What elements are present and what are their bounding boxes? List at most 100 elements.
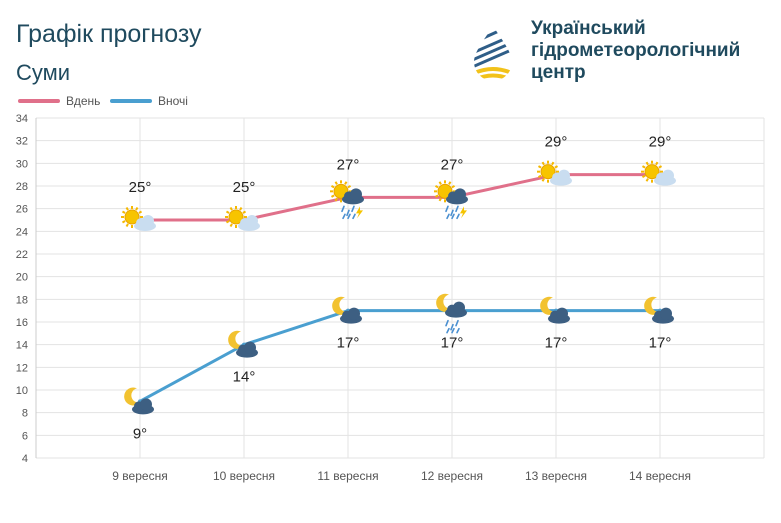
day-temp-label: 29° bbox=[649, 134, 672, 151]
legend-swatch bbox=[18, 99, 60, 103]
sun-ray bbox=[537, 174, 542, 179]
lightning-bolt bbox=[356, 206, 363, 219]
sun-ray bbox=[434, 194, 439, 198]
night-temp-label: 17° bbox=[441, 335, 464, 352]
sun-ray bbox=[641, 174, 646, 179]
sun-cloud-icon bbox=[641, 160, 676, 186]
rain-drop bbox=[456, 213, 460, 220]
legend-label: Вночі bbox=[158, 94, 188, 108]
rain-drop bbox=[450, 209, 454, 217]
night-temp-label: 9° bbox=[133, 425, 147, 442]
city-name: Суми bbox=[16, 60, 71, 85]
sun-ray bbox=[541, 161, 545, 166]
x-tick-label: 14 вересня bbox=[629, 469, 691, 483]
cloud-part bbox=[660, 307, 672, 320]
y-tick-label: 8 bbox=[22, 408, 28, 420]
night-temp-label: 17° bbox=[545, 335, 568, 352]
y-tick-label: 26 bbox=[16, 204, 28, 216]
water-drop-logo-icon bbox=[474, 26, 512, 81]
rain-drop bbox=[342, 213, 346, 220]
sun-ray bbox=[554, 165, 559, 169]
moon-rain-icon bbox=[436, 293, 467, 334]
sun-ray bbox=[434, 184, 439, 189]
organization-name: Український гідрометеорологічний центр bbox=[531, 18, 740, 84]
y-tick-label: 6 bbox=[22, 430, 28, 442]
x-tick-label: 12 вересня bbox=[421, 469, 483, 483]
moon-crescent bbox=[644, 296, 660, 315]
sun-ray bbox=[125, 223, 129, 228]
rain-drop bbox=[352, 213, 356, 220]
sun-ray bbox=[121, 210, 126, 214]
moon-cloud-icon bbox=[124, 387, 154, 415]
sun-ray bbox=[344, 181, 348, 185]
sun-ray bbox=[225, 220, 230, 224]
cloud-part bbox=[558, 169, 570, 182]
sun-ray bbox=[242, 210, 247, 214]
y-tick-label: 4 bbox=[22, 453, 28, 465]
sun-ray bbox=[330, 194, 335, 198]
rain-drop bbox=[446, 327, 450, 334]
sun-ray bbox=[334, 197, 338, 202]
sun-ray bbox=[645, 161, 649, 166]
cloud-part bbox=[142, 215, 154, 227]
rain-drop bbox=[346, 209, 350, 217]
sun-ray bbox=[448, 181, 452, 185]
y-tick-label: 10 bbox=[16, 385, 28, 397]
page-title: Графік прогнозу bbox=[16, 20, 202, 48]
sun-ray bbox=[658, 165, 663, 169]
night-temp-label: 14° bbox=[233, 369, 256, 386]
y-tick-label: 20 bbox=[16, 272, 28, 284]
x-tick-label: 10 вересня bbox=[213, 469, 275, 483]
night-temp-label: 17° bbox=[337, 335, 360, 352]
x-tick-label: 13 вересня bbox=[525, 469, 587, 483]
grid: 4 6 8 10 12 14 16 18 20 22 24 26 28 30 32 34 bbox=[16, 113, 765, 465]
moon-crescent bbox=[124, 387, 140, 406]
moon-crescent bbox=[228, 330, 244, 349]
rain-drop bbox=[341, 205, 345, 213]
moon-cloud-icon bbox=[228, 330, 258, 358]
org-line-1: Український bbox=[531, 18, 646, 39]
y-tick-label: 18 bbox=[16, 294, 28, 306]
sun-ray bbox=[135, 206, 139, 211]
y-tick-label: 30 bbox=[16, 158, 28, 170]
moon-crescent bbox=[436, 293, 452, 312]
moon-cloud-icon bbox=[332, 296, 362, 324]
sun-disc bbox=[540, 164, 556, 180]
legend-label: Вдень bbox=[66, 94, 100, 108]
sun-cloud-icon bbox=[225, 206, 260, 231]
day-temp-label: 29° bbox=[545, 134, 568, 151]
moon-cloud-icon bbox=[644, 296, 674, 324]
org-line-3: центр bbox=[531, 62, 586, 83]
sun-disc bbox=[644, 164, 660, 180]
sun-cloud-icon bbox=[121, 206, 156, 231]
rain-drop bbox=[456, 327, 460, 334]
cloud-part bbox=[453, 301, 465, 314]
sun-ray bbox=[551, 161, 555, 166]
cloud-part bbox=[350, 188, 362, 201]
sun-ray bbox=[438, 181, 442, 185]
day-temp-label: 25° bbox=[233, 179, 256, 196]
y-tick-label: 16 bbox=[16, 317, 28, 329]
rain-drop bbox=[446, 213, 450, 220]
sun-ray bbox=[229, 206, 233, 211]
night-temp-label: 17° bbox=[649, 335, 672, 352]
moon-crescent bbox=[540, 296, 556, 315]
sun-ray bbox=[537, 165, 542, 169]
day-temp-label: 27° bbox=[441, 156, 464, 173]
sun-ray bbox=[438, 197, 442, 202]
y-tick-label: 14 bbox=[16, 340, 28, 352]
legend-item-night: Вночі bbox=[110, 94, 188, 108]
rain-drop bbox=[451, 327, 455, 334]
day-series-line bbox=[140, 173, 660, 222]
sun-disc bbox=[228, 209, 244, 225]
cloud-part bbox=[140, 398, 152, 411]
cloud-part bbox=[348, 307, 360, 320]
sun-ray bbox=[334, 181, 338, 185]
y-tick-label: 32 bbox=[16, 136, 28, 148]
moon-crescent bbox=[332, 296, 348, 315]
sun-ray bbox=[125, 206, 129, 211]
rain-drop bbox=[455, 319, 459, 327]
rain-drop bbox=[451, 213, 455, 220]
sun-ray bbox=[330, 184, 335, 189]
